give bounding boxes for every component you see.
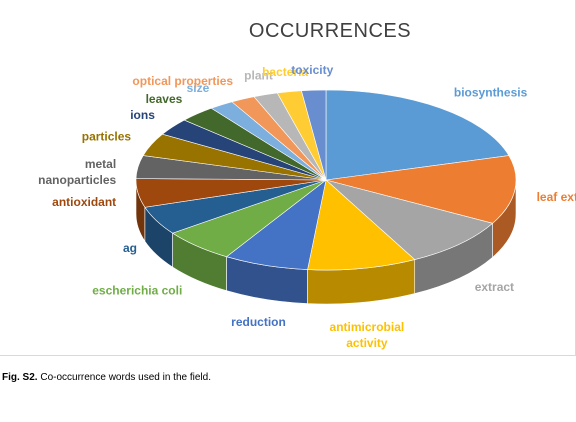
- pie-slice-biosynthesis: [325, 89, 510, 181]
- data-label-metal-nanoparticles: metal nanoparticles: [38, 157, 116, 187]
- data-label-particles: particles: [82, 130, 132, 144]
- data-label-bacteria: bacteria: [262, 65, 308, 79]
- data-label-reduction: reduction: [231, 315, 286, 329]
- pie-slice-leaf-extract: [325, 155, 517, 224]
- pie-slice-antimicrobial-activity: [307, 179, 416, 271]
- data-label-extract: extract: [475, 280, 514, 294]
- data-label-ag: ag: [123, 241, 137, 255]
- caption-prefix: Fig. S2.: [2, 372, 38, 383]
- data-label-ions: ions: [130, 108, 155, 122]
- pie-chart: biosynthesis leaf extract extract antimicro…: [38, 63, 576, 350]
- data-label-size: size: [187, 81, 210, 95]
- data-label-antimicrobial-activity: antimicrobial activity: [330, 320, 405, 350]
- data-label-antioxidant: antioxidant: [52, 195, 116, 209]
- data-label-toxicity: toxicity: [291, 63, 333, 77]
- chart-frame: OCCURRENCES biosynthesis leaf extract extr…: [0, 0, 576, 356]
- data-label-escherichia-coli: escherichia coli: [92, 283, 182, 297]
- figure-caption: Fig. S2. Co-occurrence words used in the…: [2, 372, 211, 383]
- pie-slice-extract: [325, 179, 494, 260]
- data-label-optical-properties: optical properties: [132, 74, 233, 88]
- data-label-leaves: leaves: [146, 92, 183, 106]
- caption-text: Co-occurrence words used in the field.: [37, 372, 211, 383]
- data-label-leaf-extract: leaf extract: [537, 190, 576, 204]
- data-label-plant: plant: [244, 69, 273, 83]
- chart-title: OCCURRENCES: [248, 20, 412, 42]
- data-label-biosynthesis: biosynthesis: [454, 85, 528, 99]
- pie-slice-toxicity: [301, 89, 327, 181]
